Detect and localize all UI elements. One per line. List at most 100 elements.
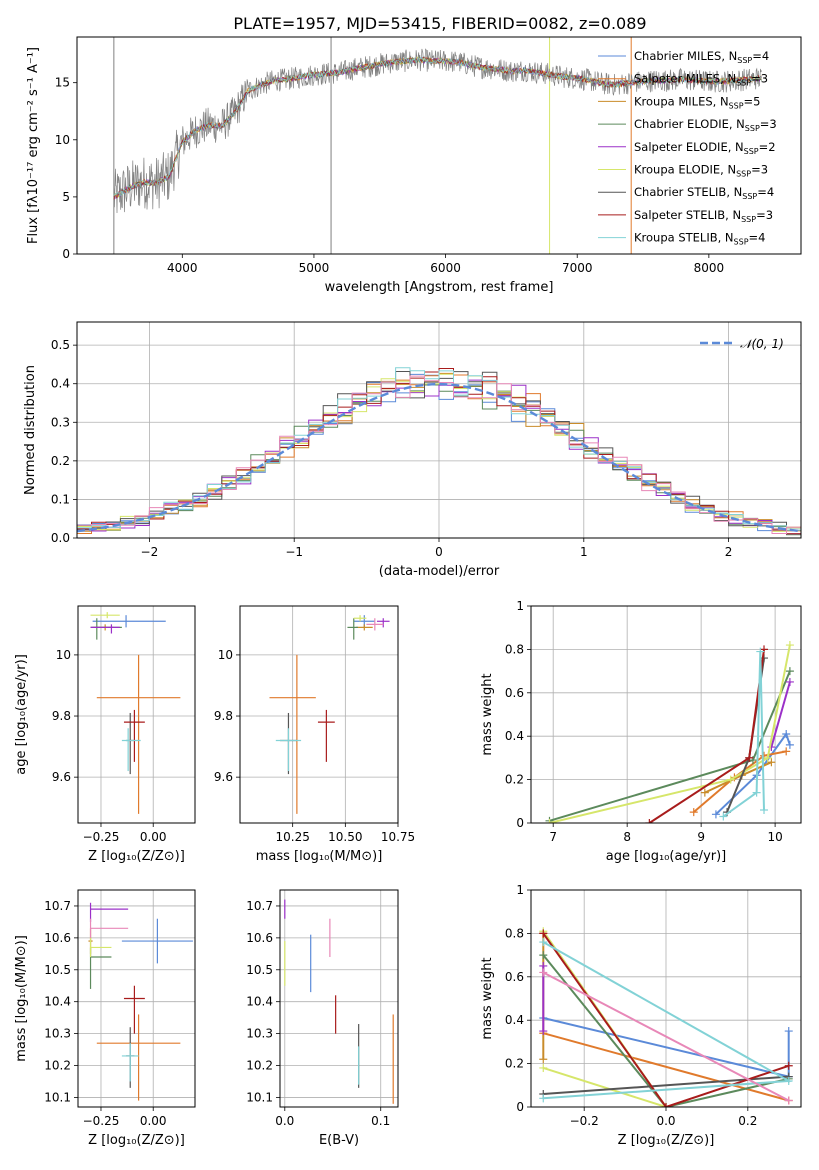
x-tick-label: −0.2 (570, 1114, 599, 1128)
model-spectrum-line (113, 56, 762, 197)
y-tick-label: 9.6 (52, 770, 71, 784)
axes-frame (530, 889, 802, 1108)
x-tick-label: −0.25 (83, 1114, 120, 1128)
spectrum-panel: 4000 5000 6000 7000 8000 0 5 10 15 wavelength [An… (26, 36, 802, 295)
massweight-marker (645, 819, 654, 823)
x-tick-label: 5000 (299, 261, 330, 275)
y-tick-label: 0 (516, 816, 524, 830)
massweight-plot-area (545, 641, 794, 823)
massweight-marker (539, 951, 548, 960)
massweight-marker (726, 775, 735, 784)
errorbar-plot-area (284, 899, 394, 1104)
x-tick-label: 9 (697, 830, 705, 844)
x-axis-label: age [log₁₀(age/yr)] (606, 849, 727, 864)
legend-subscript: SSP (737, 56, 752, 65)
massweight-line (693, 750, 787, 813)
x-tick-label: 6000 (430, 261, 461, 275)
massweight-marker (752, 788, 761, 797)
massweight-line (542, 971, 790, 1102)
legend-subscript: SSP (734, 238, 749, 247)
y-tick-label: 0.2 (505, 773, 524, 787)
massweight-marker (539, 968, 548, 977)
y-tick-label: 10.2 (44, 1059, 71, 1073)
legend-entry: Kroupa ELODIE, NSSP=3 (634, 163, 768, 179)
massweight-marker (539, 938, 548, 947)
massweight-line (549, 644, 791, 823)
massweight-line (770, 681, 791, 748)
y-tick-label: 15 (55, 76, 70, 90)
massweight-line (704, 761, 772, 794)
x-axis-label: Z [log₁₀(Z/Z⊙)] (88, 1133, 185, 1148)
y-axis-label: Flux [fλ10⁻¹⁷ erg cm⁻² s⁻¹ A⁻¹] (26, 47, 41, 244)
y-tick-label: 0.3 (51, 415, 70, 429)
x-tick-label: 1 (580, 545, 588, 559)
legend-value: =3 (751, 163, 768, 177)
y-axis-label: Normed distribution (23, 365, 38, 495)
y-axis-label: mass [log₁₀(M/M⊙)] (14, 935, 29, 1062)
y-axis-label: mass weight (480, 957, 495, 1039)
y-tick-label: 10.2 (246, 1059, 273, 1073)
mass-vs-Z-panel: −0.25 0.00 10.1 10.2 10.3 10.4 10.5 10.6 10.7 Z [… (14, 889, 196, 1148)
legend-entry: 𝒩(0, 1) (740, 337, 784, 351)
massweight-marker (745, 753, 754, 762)
massweight-marker (784, 1061, 793, 1070)
massweight-marker (700, 788, 709, 797)
figure-title: PLATE=1957, MJD=53415, FIBERID=0082, z=0… (233, 14, 646, 33)
massweight-marker (782, 747, 791, 756)
axes-frame (279, 889, 399, 1108)
massweight-line (715, 731, 791, 816)
legend-value: =3 (760, 117, 777, 131)
x-tick-label: 7 (549, 830, 557, 844)
errorbar-plot-area (90, 612, 181, 814)
y-tick-label: 10.7 (44, 899, 71, 913)
massweight-marker (767, 743, 776, 752)
y-tick-label: 10.3 (246, 1027, 273, 1041)
massweight-marker (662, 1103, 670, 1107)
x-tick-label: 0.0 (275, 1114, 294, 1128)
y-tick-label: 10.1 (246, 1090, 273, 1104)
legend-value: =4 (752, 49, 769, 63)
x-tick-label: 0.2 (738, 1114, 757, 1128)
y-tick-label: 0.8 (505, 642, 524, 656)
x-tick-label: 10.25 (275, 830, 309, 844)
legend-subscript: SSP (741, 215, 756, 224)
x-tick-label: 10.75 (381, 830, 415, 844)
y-tick-label: 10.6 (246, 931, 273, 945)
y-tick-label: 0.2 (51, 454, 70, 468)
data-spectrum-line (113, 48, 762, 214)
y-axis-label: age [log₁₀(age/yr)] (14, 654, 29, 775)
massweight-marker (689, 808, 698, 817)
axes-frame (77, 889, 196, 1108)
residual-histogram (77, 375, 801, 536)
x-tick-label: −1 (285, 545, 303, 559)
massweight-marker (760, 805, 769, 814)
legend-value: =5 (744, 94, 761, 108)
massweight-marker (756, 647, 765, 656)
y-tick-label: 10.3 (44, 1027, 71, 1041)
y-tick-label: 5 (62, 190, 70, 204)
axes-frame (530, 605, 802, 824)
x-axis-label: wavelength [Angstrom, rest frame] (325, 280, 554, 295)
legend-entry: Kroupa MILES, NSSP=5 (634, 94, 760, 110)
y-tick-label: 10 (218, 648, 233, 662)
massweight-marker (785, 740, 794, 749)
y-tick-label: 0.6 (505, 970, 524, 984)
x-axis-label: Z [log₁₀(Z/Z⊙)] (88, 849, 185, 864)
x-axis-label: mass [log₁₀(M/M⊙)] (256, 849, 383, 864)
legend-value: =2 (759, 140, 776, 154)
massweight-marker (784, 1096, 793, 1105)
x-axis-label: E(B-V) (319, 1133, 359, 1148)
y-tick-label: 10.4 (246, 995, 273, 1009)
mass-vs-EBV-panel: 0.0 0.1 10.1 10.2 10.3 10.4 10.5 10.6 10.7 E(B-V) (246, 889, 399, 1148)
massweight-marker (782, 730, 791, 739)
massweight-marker (784, 1027, 793, 1036)
legend-value: =4 (749, 231, 766, 245)
errorbar-plot-area (88, 902, 193, 1101)
x-tick-label: 0.0 (656, 1114, 675, 1128)
legend-entry: Chabrier STELIB, NSSP=4 (634, 185, 774, 201)
legend-entry: Salpeter STELIB, NSSP=3 (634, 208, 773, 224)
x-tick-label: 10 (767, 830, 782, 844)
massweight-marker (545, 819, 554, 823)
age-vs-mass-panel: 10.25 10.50 10.75 9.6 9.8 10 mass [log₁₀(M/M⊙)… (214, 605, 415, 864)
y-tick-label: 0.0 (51, 531, 70, 545)
